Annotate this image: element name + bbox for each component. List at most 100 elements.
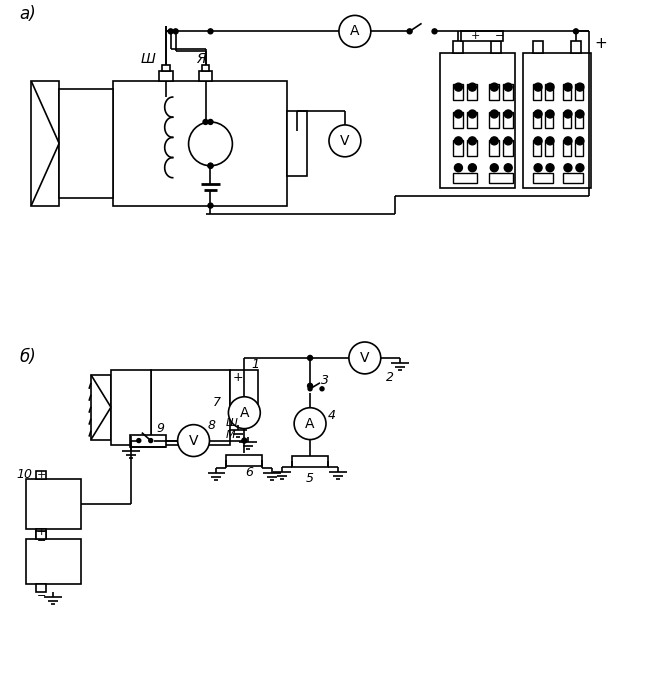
Bar — [454, 41, 463, 53]
Text: V: V — [360, 351, 370, 365]
Bar — [26, 539, 81, 584]
Bar — [130, 434, 166, 447]
Text: 5: 5 — [306, 472, 314, 485]
Bar — [503, 112, 514, 128]
Bar — [202, 65, 209, 71]
Bar — [533, 140, 541, 155]
Text: А: А — [306, 416, 315, 431]
Circle shape — [490, 137, 499, 145]
Circle shape — [564, 137, 572, 145]
Bar — [159, 71, 173, 81]
Text: 4: 4 — [328, 409, 336, 422]
Bar — [287, 111, 307, 176]
Circle shape — [308, 387, 312, 391]
Bar — [292, 456, 328, 467]
Bar — [36, 584, 46, 592]
Text: V: V — [188, 434, 198, 447]
Circle shape — [349, 342, 381, 374]
Bar — [545, 112, 553, 128]
Text: Ш: Ш — [226, 418, 237, 427]
Bar — [462, 32, 503, 41]
Circle shape — [173, 29, 178, 34]
Text: −: − — [36, 591, 46, 601]
Circle shape — [504, 83, 512, 91]
Bar — [31, 81, 59, 206]
Circle shape — [469, 164, 476, 172]
Bar — [523, 53, 591, 188]
Text: А: А — [350, 25, 359, 38]
Circle shape — [320, 387, 324, 391]
Circle shape — [228, 397, 260, 429]
Circle shape — [307, 356, 313, 360]
Text: +: + — [471, 32, 480, 41]
Circle shape — [504, 164, 512, 172]
Circle shape — [242, 438, 247, 443]
Bar — [439, 53, 515, 188]
Text: 3: 3 — [321, 374, 329, 387]
Circle shape — [469, 83, 476, 91]
Bar — [113, 81, 287, 206]
Text: Я: Я — [196, 52, 205, 66]
Bar — [533, 173, 553, 183]
Circle shape — [469, 110, 476, 118]
Bar — [162, 65, 170, 71]
Text: −: − — [36, 536, 46, 546]
Text: А: А — [240, 406, 249, 420]
Circle shape — [576, 164, 584, 172]
Circle shape — [307, 384, 313, 388]
Circle shape — [490, 83, 499, 91]
Circle shape — [504, 137, 512, 145]
Bar — [454, 112, 463, 128]
Circle shape — [564, 110, 572, 118]
Circle shape — [168, 29, 173, 34]
Circle shape — [573, 29, 578, 34]
Circle shape — [432, 29, 437, 34]
Bar — [503, 140, 514, 155]
Circle shape — [294, 408, 326, 440]
Bar — [563, 140, 571, 155]
Circle shape — [208, 163, 213, 169]
Bar — [489, 173, 514, 183]
Bar — [533, 112, 541, 128]
Bar — [491, 41, 501, 53]
Bar — [533, 84, 541, 100]
Circle shape — [188, 122, 233, 166]
Circle shape — [149, 438, 153, 443]
Circle shape — [564, 83, 572, 91]
Bar — [26, 479, 81, 530]
Text: +: + — [36, 527, 46, 537]
Text: М: М — [226, 429, 235, 440]
Circle shape — [177, 425, 209, 456]
Circle shape — [534, 164, 542, 172]
Text: 2: 2 — [385, 371, 394, 384]
Circle shape — [208, 119, 213, 125]
Circle shape — [546, 110, 554, 118]
Bar — [467, 140, 477, 155]
Circle shape — [546, 83, 554, 91]
Circle shape — [576, 83, 584, 91]
Circle shape — [534, 110, 542, 118]
Circle shape — [564, 164, 572, 172]
Bar — [198, 71, 213, 81]
Bar — [230, 370, 258, 414]
Text: +: + — [595, 36, 607, 51]
Bar — [151, 370, 230, 445]
Bar — [36, 471, 46, 480]
Circle shape — [454, 137, 462, 145]
Text: а): а) — [20, 5, 36, 23]
Text: +: + — [233, 371, 244, 384]
Circle shape — [504, 110, 512, 118]
Circle shape — [490, 110, 499, 118]
Bar — [533, 41, 543, 53]
Bar — [489, 140, 499, 155]
Text: 6: 6 — [245, 466, 254, 479]
Circle shape — [534, 83, 542, 91]
Circle shape — [576, 110, 584, 118]
Circle shape — [136, 438, 141, 443]
Bar — [36, 530, 46, 537]
Circle shape — [208, 29, 213, 34]
Text: 9: 9 — [157, 422, 164, 435]
Bar — [563, 84, 571, 100]
Text: +: + — [36, 471, 46, 480]
Bar — [503, 84, 514, 100]
